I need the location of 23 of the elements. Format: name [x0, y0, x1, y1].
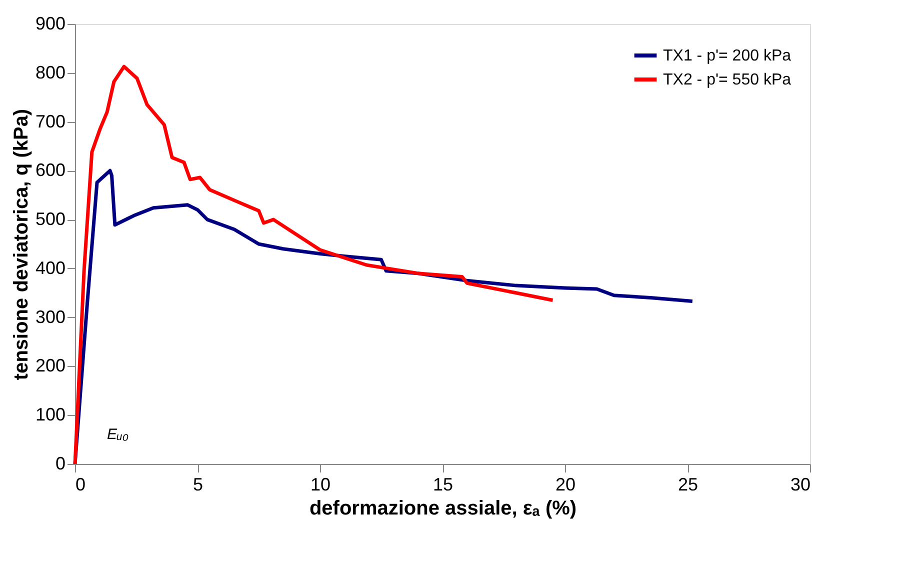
- y-tick-label: 600: [35, 160, 66, 180]
- x-tick-label: 25: [678, 474, 698, 494]
- x-tick-label: 15: [432, 474, 454, 494]
- y-tick-label: 500: [35, 209, 66, 230]
- legend-label: TX2 - p'= 550 kPa: [663, 72, 792, 88]
- y-tick-label: 100: [35, 404, 66, 425]
- x-tick-label: 20: [555, 474, 576, 494]
- annotation: Eᵤ₀: [107, 426, 129, 443]
- x-tick-label: 10: [310, 474, 331, 494]
- y-tick-label: 200: [35, 356, 66, 376]
- y-tick-label: 700: [35, 111, 66, 132]
- x-tick-label: 30: [790, 474, 810, 494]
- y-tick-label: 800: [35, 62, 66, 82]
- x-tick-label: 0: [76, 474, 86, 494]
- y-tick-label: 400: [35, 258, 66, 278]
- y-tick-label: 0: [55, 454, 66, 474]
- line-series: [73, 64, 554, 466]
- x-tick-label: 5: [192, 474, 204, 494]
- y-tick-label: 900: [35, 14, 66, 34]
- legend-label: TX1 - p'= 200 kPa: [663, 48, 792, 64]
- x-axis-title: deformazione assiale, εₐ (%): [309, 498, 577, 520]
- y-tick-label: 300: [35, 306, 66, 327]
- y-axis-title: tensione deviatorica, q (kPa): [10, 108, 32, 380]
